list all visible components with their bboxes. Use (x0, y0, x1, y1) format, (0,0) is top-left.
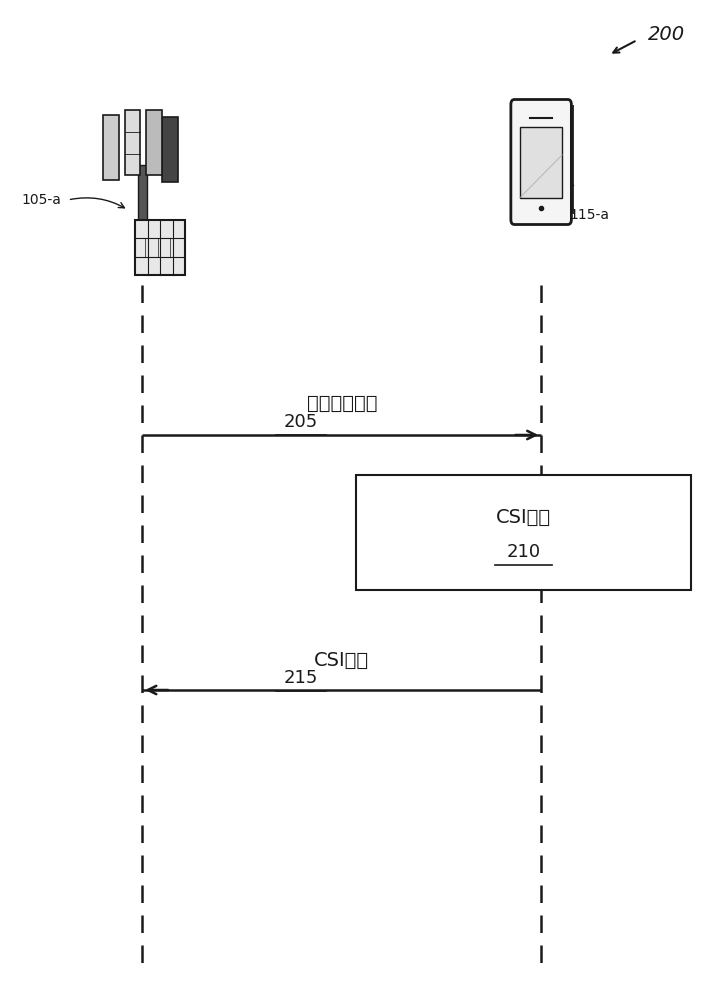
Bar (138, 165, 147, 240)
Bar (135, 220, 185, 275)
Bar (162, 117, 178, 182)
FancyBboxPatch shape (562, 104, 574, 214)
Text: CSI数据: CSI数据 (314, 650, 370, 670)
Text: 105-a: 105-a (21, 193, 61, 207)
Bar (520, 126, 562, 198)
Text: 215: 215 (283, 669, 318, 687)
Text: 210: 210 (506, 543, 540, 561)
Text: 115-a: 115-a (570, 208, 609, 222)
Bar (125, 110, 140, 175)
Bar (146, 110, 162, 175)
Text: 205: 205 (283, 413, 318, 431)
FancyBboxPatch shape (511, 100, 571, 225)
Bar (103, 115, 119, 180)
Text: CSI测量: CSI测量 (496, 508, 551, 526)
Bar (356, 475, 691, 590)
Text: 上行链路准予: 上行链路准予 (306, 393, 377, 412)
Text: 200: 200 (648, 25, 685, 44)
